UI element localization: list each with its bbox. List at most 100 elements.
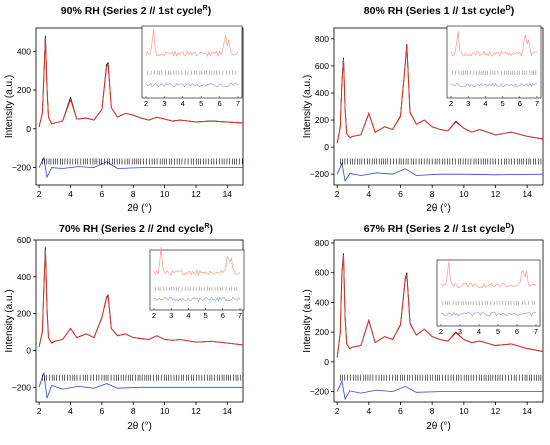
x-tick-label: 12 [191, 406, 201, 416]
chart-title-close: ) [511, 223, 515, 235]
x-tick-label: 6 [398, 189, 403, 199]
y-axis-label: Intensity (a.u.) [4, 75, 15, 138]
x-tick-label: 14 [223, 189, 233, 199]
x-tick-label: 12 [191, 189, 201, 199]
chart-title-superscript: R [203, 5, 208, 12]
series-difference [336, 379, 543, 401]
series-calculated [38, 37, 244, 128]
y-tick-label: 200 [17, 309, 31, 319]
chart-title-superscript: D [506, 223, 511, 230]
series-difference [38, 156, 243, 179]
inset-frame [149, 249, 245, 311]
y-tick-label: 0 [26, 124, 31, 134]
inset-series-fit [440, 261, 537, 289]
chart-title-close: ) [208, 5, 212, 17]
y-tick-label: 800 [315, 34, 329, 44]
x-tick-label: 2 [37, 406, 42, 416]
inset-x-tick-label: 5 [501, 99, 505, 108]
inset-x-tick-label: 5 [496, 327, 500, 336]
inset-series-difference [450, 82, 538, 88]
x-tick-label: 8 [430, 189, 435, 199]
y-tick-label: 0 [26, 345, 31, 355]
y-tick-label: 400 [315, 88, 329, 98]
y-tick-label: 200 [315, 327, 329, 337]
series-difference [38, 372, 243, 399]
inset-x-tick-label: 7 [236, 99, 240, 108]
inset-x-tick-label: 2 [449, 99, 453, 108]
x-tick-label: 12 [491, 189, 501, 199]
chart-title: 90% RH (Series 2 // 1st cycleR) [61, 5, 211, 17]
inset-x-tick-label: 6 [221, 311, 225, 320]
chart-panel-3: 70% RH (Series 2 // 2nd cycleR) 2 4 6 8 10 12 1… [4, 223, 245, 432]
x-tick-label: 10 [459, 406, 469, 416]
inset-frame [141, 25, 243, 99]
x-tick-label: 4 [366, 406, 371, 416]
chart-title-text: 80% RH (Series 1 // 1st cycle [364, 5, 506, 17]
inset-x-tick-label: 3 [458, 327, 462, 336]
x-tick-label: 10 [160, 189, 170, 199]
chart-title: 80% RH (Series 1 // 1st cycleD) [364, 5, 514, 17]
chart-panel-2: 80% RH (Series 1 // 1st cycleD) 2 4 6 8 10 12 1… [302, 5, 544, 214]
inset-x-tick-label: 4 [477, 327, 481, 336]
chart-title-close: ) [511, 5, 515, 17]
x-tick-label: 2 [37, 189, 42, 199]
x-tick-label: 6 [398, 406, 403, 416]
series-difference [336, 161, 544, 182]
plot-frame [35, 239, 244, 403]
y-tick-label: −200 [310, 387, 329, 397]
inset-x-tick-label: 2 [152, 311, 156, 320]
inset-x-tick-label: 4 [186, 311, 190, 320]
x-tick-label: 4 [68, 189, 73, 199]
inset-x-tick-label: 7 [534, 327, 538, 336]
plot-frame [35, 27, 244, 186]
x-tick-label: 6 [99, 189, 104, 199]
chart-title-superscript: R [204, 223, 209, 230]
x-tick-label: 14 [522, 189, 532, 199]
inset-x-tick-label: 6 [515, 327, 519, 336]
inset-panel: 2 3 4 5 6 7 [436, 259, 541, 336]
x-tick-label: 10 [459, 189, 469, 199]
inset-x-tick-label: 3 [169, 311, 173, 320]
chart-panel-1: 90% RH (Series 2 // 1st cycleR) 2 4 6 8 10 12 1… [4, 5, 244, 214]
x-tick-label: 2 [335, 406, 340, 416]
y-tick-label: 0 [324, 357, 329, 367]
y-axis-label: Intensity (a.u.) [4, 289, 15, 352]
chart-title: 70% RH (Series 2 // 2nd cycleR) [59, 223, 213, 235]
x-axis-label: 2θ (°) [127, 203, 152, 214]
inset-series-fit [153, 246, 241, 277]
chart-title-text: 67% RH (Series 2 // 1st cycle [364, 223, 506, 235]
y-tick-label: 200 [17, 85, 31, 95]
y-tick-label: 600 [315, 61, 329, 71]
inset-series-difference [145, 82, 239, 88]
x-tick-label: 10 [160, 406, 170, 416]
y-tick-label: 600 [315, 268, 329, 278]
inset-x-tick-label: 4 [181, 99, 185, 108]
y-tick-label: 400 [17, 272, 31, 282]
x-tick-label: 8 [131, 189, 136, 199]
inset-x-tick-label: 6 [518, 99, 522, 108]
x-axis-label: 2θ (°) [426, 203, 451, 214]
chart-title-close: ) [209, 223, 213, 235]
inset-x-tick-label: 3 [466, 99, 470, 108]
x-tick-label: 8 [430, 406, 435, 416]
x-tick-label: 4 [68, 406, 73, 416]
y-tick-label: 200 [315, 115, 329, 125]
inset-x-tick-label: 4 [483, 99, 487, 108]
y-tick-label: 800 [315, 238, 329, 248]
y-tick-label: 0 [324, 142, 329, 152]
inset-frame [446, 25, 542, 99]
x-tick-label: 6 [99, 406, 104, 416]
inset-x-tick-label: 2 [439, 327, 443, 336]
y-axis-label: Intensity (a.u.) [302, 75, 313, 138]
inset-x-tick-label: 5 [199, 99, 203, 108]
y-axis-label: Intensity (a.u.) [302, 289, 313, 352]
chart-title-text: 90% RH (Series 2 // 1st cycle [61, 5, 203, 17]
inset-x-tick-label: 7 [238, 311, 242, 320]
inset-x-tick-label: 7 [535, 99, 539, 108]
x-tick-label: 8 [131, 406, 136, 416]
x-tick-label: 12 [491, 406, 501, 416]
x-tick-label: 2 [335, 189, 340, 199]
inset-x-tick-label: 2 [144, 99, 148, 108]
